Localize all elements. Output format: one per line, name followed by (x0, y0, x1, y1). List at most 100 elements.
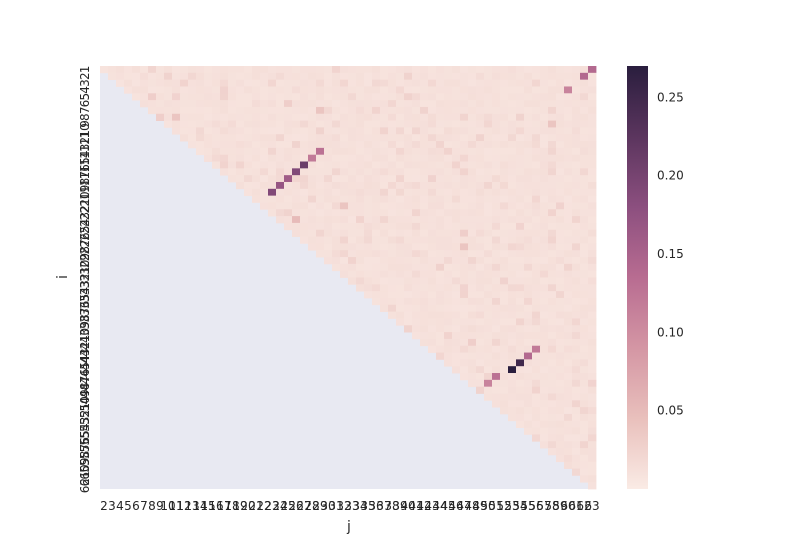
heatmap-cell (476, 106, 485, 115)
heatmap-cell (348, 79, 357, 87)
heatmap-cell (532, 325, 541, 333)
x-tick-label: 63 (584, 499, 599, 513)
heatmap-cell (588, 400, 597, 408)
heatmap-cell (580, 379, 589, 388)
heatmap-cell (476, 216, 485, 224)
x-tick-label: 45 (440, 499, 455, 513)
heatmap-cell (340, 154, 349, 162)
heatmap-cell (412, 161, 421, 169)
heatmap-cell (204, 72, 213, 81)
heatmap-cell (364, 134, 373, 142)
heatmap-cell (532, 332, 541, 340)
heatmap-cell (324, 127, 333, 135)
heatmap-cell (404, 93, 413, 101)
heatmap-cell (380, 209, 389, 217)
heatmap-cell (468, 318, 477, 326)
heatmap-cell (516, 311, 525, 319)
heatmap-cell (324, 216, 333, 224)
heatmap-cell (484, 106, 493, 115)
heatmap-cell (580, 243, 589, 251)
heatmap-cell (188, 113, 197, 121)
heatmap-cell (396, 86, 405, 94)
heatmap-cell (324, 93, 333, 101)
heatmap-cell (564, 291, 573, 299)
heatmap-cell (572, 284, 581, 292)
heatmap-cell (524, 311, 533, 319)
y-tick-label: 1 (78, 66, 92, 74)
heatmap-cell (428, 297, 437, 306)
heatmap-cell (388, 236, 397, 244)
heatmap-cell (316, 120, 325, 128)
heatmap-cell (332, 236, 341, 244)
heatmap-cell (548, 236, 557, 244)
heatmap-cell (524, 147, 533, 156)
heatmap-cell (428, 106, 437, 115)
heatmap-cell (572, 243, 581, 251)
heatmap-cell (540, 120, 549, 128)
heatmap-cell (380, 79, 389, 87)
heatmap-cell (348, 93, 357, 101)
heatmap-cell (572, 352, 581, 360)
heatmap-cell (548, 250, 557, 258)
heatmap-cell (180, 120, 189, 128)
heatmap-cell (132, 93, 141, 101)
heatmap-cell (572, 209, 581, 217)
heatmap-cell (284, 222, 293, 231)
heatmap-cell (572, 66, 581, 74)
heatmap-cell (244, 147, 253, 156)
heatmap-cell (460, 161, 469, 169)
heatmap-cell (460, 236, 469, 244)
heatmap-cell (500, 263, 509, 272)
heatmap-cell (524, 373, 533, 381)
heatmap-cell (532, 86, 541, 94)
heatmap-cell (588, 188, 597, 197)
heatmap-cell (556, 134, 565, 142)
heatmap-cell (540, 161, 549, 169)
heatmap-cell (332, 66, 341, 74)
heatmap-cell (380, 168, 389, 176)
heatmap-cell (556, 454, 565, 463)
heatmap-cell (324, 72, 333, 81)
heatmap-cell (404, 141, 413, 149)
heatmap-cell (444, 100, 453, 108)
heatmap-cell (140, 86, 149, 94)
heatmap-cell (364, 106, 373, 115)
heatmap-cell (420, 236, 429, 244)
heatmap-cell (284, 106, 293, 115)
heatmap-cell (548, 222, 557, 231)
heatmap-cell (532, 359, 541, 367)
heatmap-cell (540, 181, 549, 190)
y-tick-label: 50 (78, 396, 92, 411)
heatmap-cell (516, 188, 525, 197)
heatmap-cell (172, 66, 181, 74)
heatmap-cell (228, 120, 237, 128)
heatmap-cell (180, 79, 189, 87)
heatmap-cell (508, 175, 517, 183)
heatmap-cell (476, 209, 485, 217)
heatmap-cell (532, 345, 541, 353)
heatmap-cell (380, 291, 389, 299)
heatmap-cell (572, 134, 581, 142)
heatmap-cell (524, 100, 533, 108)
heatmap-cell (548, 93, 557, 101)
heatmap-cell (556, 120, 565, 128)
heatmap-cell (532, 379, 541, 388)
y-tick-label: 27 (78, 239, 92, 254)
heatmap-cell (284, 195, 293, 203)
heatmap-cell (404, 325, 413, 333)
heatmap-cell (164, 113, 173, 121)
heatmap-cell (492, 168, 501, 176)
heatmap-cell (460, 243, 469, 251)
heatmap-cell (276, 161, 285, 169)
heatmap-cell (436, 195, 445, 203)
heatmap-cell (500, 216, 509, 224)
heatmap-cell (460, 270, 469, 278)
heatmap-cell (220, 86, 229, 94)
heatmap-cell (548, 434, 557, 442)
heatmap-cell (468, 79, 477, 87)
heatmap-cell (244, 106, 253, 115)
heatmap-cell (404, 250, 413, 258)
heatmap-cell (460, 72, 469, 81)
heatmap-cell (292, 86, 301, 94)
heatmap-cell (300, 141, 309, 149)
